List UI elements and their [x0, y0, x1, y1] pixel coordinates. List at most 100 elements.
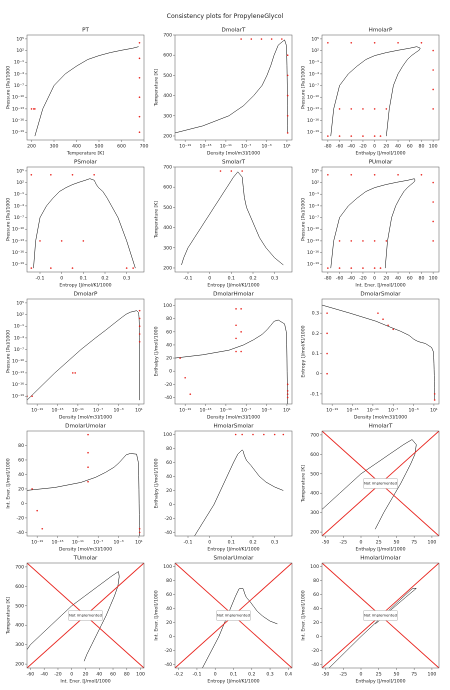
data-point — [241, 433, 243, 436]
data-point — [138, 309, 141, 312]
data-point — [373, 173, 376, 176]
chart-title: PSmolar — [74, 160, 98, 166]
data-point — [138, 41, 141, 44]
x-tick-label: -0.1 — [184, 276, 193, 282]
y-tick-label: -40 — [164, 530, 172, 536]
x-tick-label: -40 — [347, 144, 355, 150]
series-line — [322, 439, 413, 510]
y-tick-label: 10⁻⁴ — [14, 335, 24, 341]
y-tick-label: 500 — [310, 471, 319, 477]
data-point — [235, 337, 237, 340]
data-point — [327, 41, 329, 44]
data-point — [420, 41, 423, 44]
x-tick-label: 0.1 — [228, 276, 235, 282]
data-point — [432, 181, 434, 184]
x-tick-label: 600 — [117, 144, 126, 150]
x-tick-label: -60 — [27, 672, 35, 678]
data-point — [420, 173, 423, 176]
plot-frame — [174, 562, 293, 669]
series-line — [27, 310, 137, 401]
x-tick-label: 10¹ — [430, 408, 438, 414]
y-tick-label: 10⁻⁷ — [14, 347, 24, 353]
x-tick-label: 0.1 — [230, 672, 237, 678]
x-tick-label: -0.2 — [174, 672, 183, 678]
y-tick-label: 400 — [163, 93, 172, 99]
data-point — [326, 312, 328, 314]
x-tick-label: 400 — [72, 144, 81, 150]
y-tick-label: 10⁻¹⁹ — [12, 262, 24, 268]
x-tick-label: 0 — [60, 276, 63, 282]
data-point — [362, 240, 364, 242]
x-tick-label: 100 — [429, 276, 438, 282]
data-point — [362, 108, 364, 110]
y-tick-label: 10⁻¹⁰ — [12, 359, 24, 365]
chart-title: TUmolar — [73, 556, 98, 562]
series-line — [386, 46, 421, 137]
y-tick-label: -40 — [164, 662, 172, 668]
series-line — [431, 347, 435, 400]
data-point — [234, 433, 237, 436]
x-tick-label: 300 — [50, 144, 59, 150]
series-line — [374, 439, 417, 530]
data-point — [87, 433, 89, 436]
data-point — [138, 57, 141, 60]
series-line — [33, 178, 90, 269]
series-line — [284, 323, 288, 404]
x-tick-label: -25 — [340, 540, 348, 546]
x-axis-label: Density [mol/m3]/1000 — [207, 151, 260, 157]
x-tick-label: -0.1 — [184, 540, 193, 546]
data-point — [184, 376, 186, 379]
figure-title: Consistency plots for PropyleneGlycol — [167, 13, 284, 20]
y-tick-label: 0 — [169, 502, 172, 508]
data-point — [350, 267, 353, 269]
y-tick-label: 10⁵ — [16, 168, 24, 174]
y-tick-label: 10⁻⁷ — [14, 215, 24, 221]
chart-title: SmolarUmolar — [214, 556, 255, 562]
x-tick-label: 500 — [95, 144, 104, 150]
y-tick-label: 200 — [310, 530, 319, 536]
data-point — [87, 466, 89, 469]
y-tick-label: 500 — [15, 603, 24, 609]
series-line — [175, 319, 285, 359]
data-point — [432, 108, 434, 110]
y-axis-label: Int. Ener. [J/mol]/1000 — [301, 590, 307, 640]
x-axis-label: Density [mol/m3]/1000 — [207, 415, 260, 421]
x-tick-label: 40 — [96, 672, 102, 678]
y-tick-label: 300 — [15, 642, 24, 648]
panel: PUmolar -80 -60 -40 -20 0 20 40 60 80 100 10⁻¹⁹ 10⁻¹… — [301, 160, 440, 289]
y-tick-label: 40 — [166, 342, 172, 348]
data-point — [373, 267, 376, 269]
data-point — [362, 135, 364, 137]
y-tick-label: 600 — [15, 584, 24, 590]
data-point — [263, 433, 265, 436]
y-tick-label: 10⁻¹⁹ — [12, 130, 24, 136]
y-tick-label: 10² — [16, 312, 24, 318]
x-tick-label: 10⁻¹¹ — [220, 408, 232, 414]
y-tick-label: 0.3 — [312, 311, 319, 317]
y-tick-label: 40 — [18, 472, 24, 478]
x-tick-label: 10⁻¹⁵ — [347, 408, 359, 414]
panel: DmolarSmolar 10⁻¹⁹ 10⁻¹⁵ 10⁻¹¹ 10⁻⁷ 10⁻³ 10¹ -0… — [301, 292, 440, 421]
x-tick-label: 0.2 — [248, 672, 255, 678]
data-point — [71, 372, 74, 374]
series-line — [237, 449, 284, 491]
y-tick-label: 100 — [163, 564, 172, 570]
plot-area — [194, 433, 285, 536]
data-point — [286, 390, 289, 392]
y-tick-label: 10⁻¹⁰ — [307, 95, 319, 101]
data-point — [373, 135, 376, 137]
y-tick-label: 200 — [163, 265, 172, 271]
y-tick-label: 10⁻¹⁹ — [12, 394, 24, 400]
data-point — [286, 383, 289, 386]
y-tick-label: 10⁻⁴ — [14, 203, 24, 209]
data-point — [432, 201, 434, 203]
data-point — [82, 240, 85, 242]
data-point — [60, 240, 63, 242]
y-tick-label: 10⁻¹⁶ — [12, 118, 24, 124]
y-tick-label: 40 — [166, 606, 172, 612]
y-tick-label: -20 — [16, 515, 24, 521]
x-tick-label: 10⁻⁷ — [241, 144, 251, 150]
x-tick-label: 10⁻⁷ — [93, 408, 103, 414]
x-tick-label: 0.1 — [80, 276, 87, 282]
y-tick-label: 80 — [166, 316, 172, 322]
